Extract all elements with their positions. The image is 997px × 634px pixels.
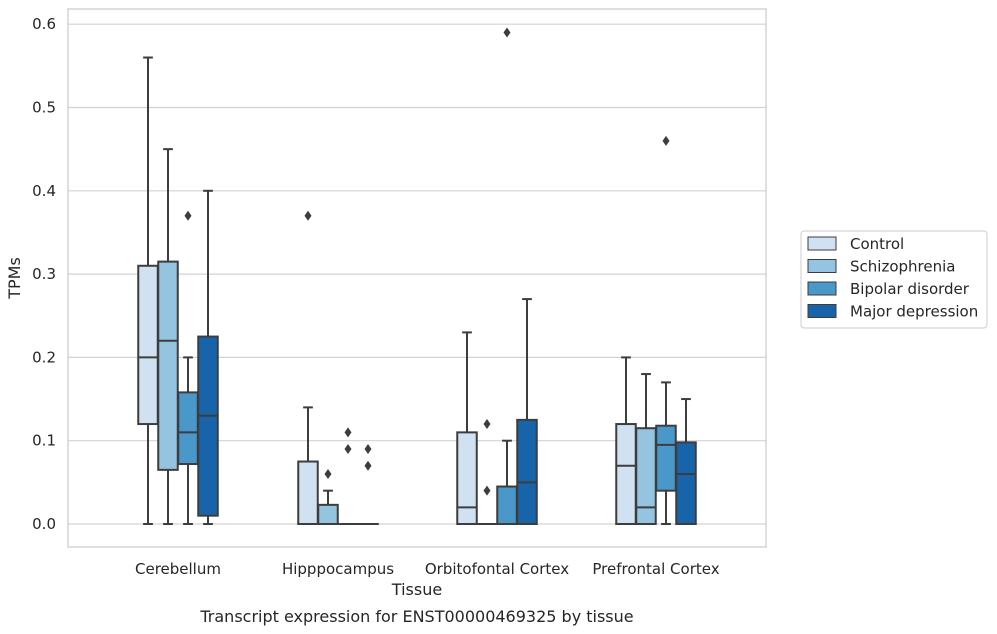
box-3 <box>655 135 677 525</box>
x-tick-label: Hipppocampus <box>282 560 394 578</box>
series-control <box>137 56 637 526</box>
box-series <box>137 27 697 526</box>
box-0 <box>197 189 219 525</box>
legend-items: Control Schizophrenia Bipolar disorder Majo… <box>807 235 978 321</box>
series-major-depression <box>197 189 697 526</box>
box-iqr <box>317 503 339 526</box>
box-0 <box>137 56 159 525</box>
outlier-point <box>483 485 491 496</box>
legend-label: Control <box>850 235 904 253</box>
outlier-point <box>344 444 352 455</box>
box-2 <box>476 419 498 526</box>
y-axis-ticks: 0.0 0.1 0.2 0.3 0.4 0.5 0.6 <box>32 15 56 533</box>
x-tick-label: Orbitofontal Cortex <box>425 560 569 578</box>
outlier-point <box>503 27 511 38</box>
legend-swatch <box>807 281 837 296</box>
box-iqr <box>635 427 657 525</box>
y-tick-label: 0.3 <box>32 265 56 283</box>
x-axis-ticks: Cerebellum Hipppocampus Orbitofontal Corte… <box>135 560 720 578</box>
box-iqr <box>297 460 319 525</box>
series-schizophrenia <box>157 148 657 526</box>
legend-swatch <box>807 259 837 273</box>
legend: Control Schizophrenia Bipolar disorder Majo… <box>800 230 988 329</box>
box-1 <box>317 469 339 526</box>
box-iqr <box>496 485 518 526</box>
x-tick-label: Prefrontal Cortex <box>592 560 719 578</box>
box-1 <box>297 210 319 525</box>
legend-label: Schizophrenia <box>850 258 955 276</box>
box-iqr <box>137 264 159 426</box>
box-iqr <box>615 423 637 526</box>
outlier-point <box>344 427 352 438</box>
box-2 <box>456 331 478 525</box>
outlier-point <box>304 210 312 221</box>
box-iqr <box>157 260 179 471</box>
legend-label: Bipolar disorder <box>850 280 970 298</box>
legend-swatch <box>807 236 837 251</box>
outlier-point <box>483 419 491 430</box>
series-bipolar-disorder <box>177 27 677 526</box>
box-iqr <box>177 391 199 466</box>
y-axis-label: TPMs <box>5 257 24 300</box>
outlier-point <box>364 460 372 471</box>
outlier-point <box>324 469 332 480</box>
x-axis-label: Tissue <box>391 580 442 599</box>
outlier-point <box>364 444 372 455</box>
y-tick-label: 0.6 <box>32 15 56 33</box>
box-3 <box>675 398 697 525</box>
box-iqr <box>456 431 478 525</box>
y-tick-label: 0.5 <box>32 99 56 117</box>
box-iqr <box>516 418 538 525</box>
box-3 <box>635 373 657 525</box>
chart-caption: Transcript expression for ENST0000046932… <box>199 607 633 626</box>
box-iqr <box>655 424 677 492</box>
y-tick-label: 0.1 <box>32 432 56 450</box>
outlier-point <box>184 210 192 221</box>
box-3 <box>615 356 637 526</box>
x-tick-label: Cerebellum <box>135 560 221 578</box>
legend-label: Major depression <box>850 303 978 321</box>
y-tick-label: 0.4 <box>32 182 56 200</box>
box-0 <box>157 148 179 525</box>
box-2 <box>516 298 538 525</box>
box-1 <box>357 444 379 526</box>
box-iqr <box>197 335 219 517</box>
y-tick-label: 0.2 <box>32 348 56 366</box>
y-tick-label: 0.0 <box>32 515 56 533</box>
box-iqr <box>675 441 697 525</box>
legend-swatch <box>807 304 837 318</box>
legend-frame <box>800 230 988 329</box>
box-2 <box>496 27 518 526</box>
plot-area-frame <box>67 8 767 548</box>
outlier-point <box>662 135 670 146</box>
